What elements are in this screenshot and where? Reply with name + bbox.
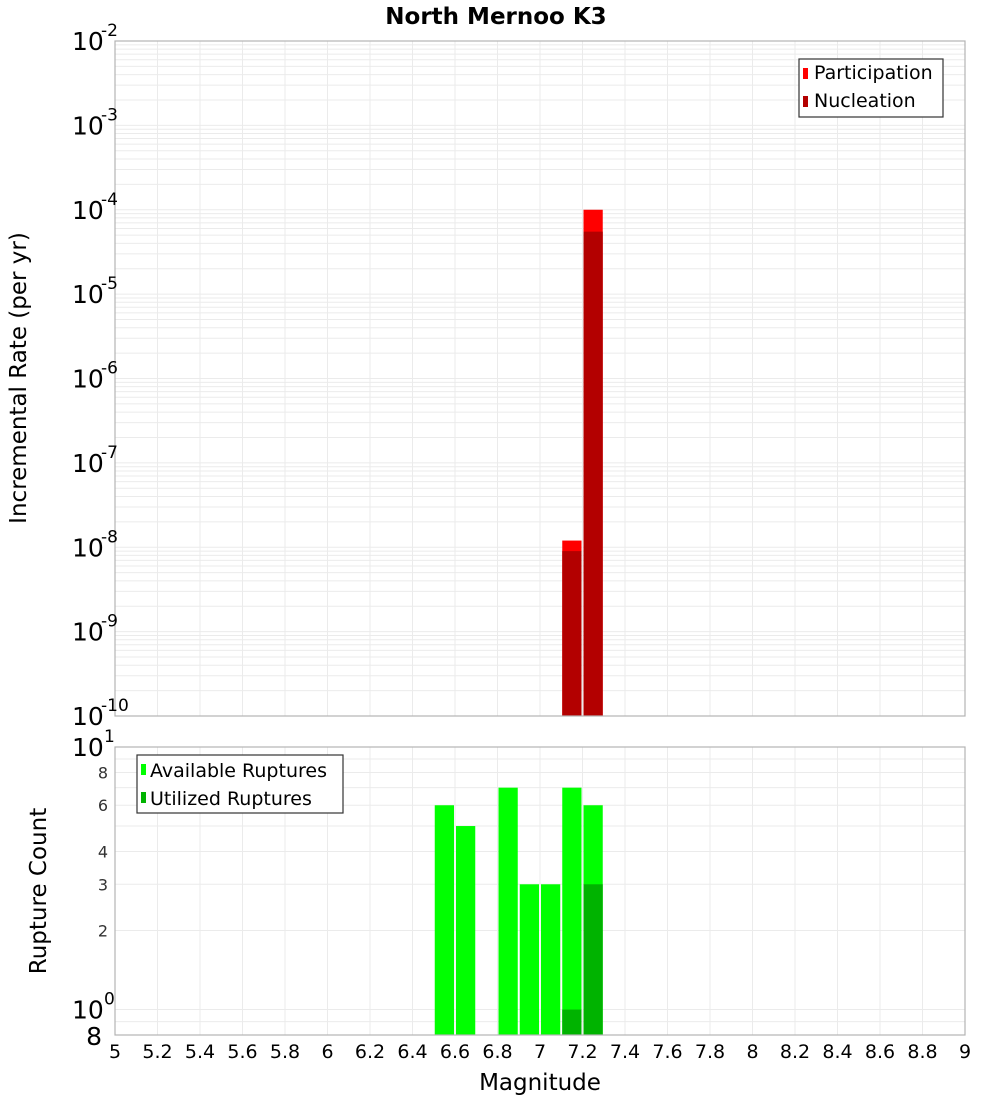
y-tick-label: 10-5: [72, 274, 118, 309]
svg-text:-4: -4: [101, 190, 118, 210]
x-tick-label: 6.6: [440, 1041, 470, 1063]
x-tick-label: 8.4: [822, 1041, 852, 1063]
x-tick-label: 5.4: [185, 1041, 215, 1063]
x-tick-label: 7.6: [652, 1041, 682, 1063]
x-tick-label: 5.8: [270, 1041, 300, 1063]
svg-text:10: 10: [72, 618, 104, 647]
y-tick-label: 10-6: [72, 359, 118, 394]
x-tick-label: 8.8: [907, 1041, 937, 1063]
top-plot-grid: [114, 41, 966, 717]
y-tick-label: 10-10: [72, 696, 129, 731]
y-tick-label: 10 0: [72, 990, 115, 1025]
svg-text:1: 1: [104, 727, 115, 747]
svg-text:-3: -3: [101, 105, 118, 125]
x-tick-label: 7.8: [695, 1041, 725, 1063]
x-tick-label: 7.2: [567, 1041, 597, 1063]
svg-text:10: 10: [72, 702, 104, 731]
available-swatch-icon: [141, 764, 146, 775]
legend-participation: Participation: [814, 62, 933, 84]
legend-utilized: Utilized Ruptures: [150, 788, 312, 810]
svg-text:10: 10: [72, 280, 104, 309]
available-bar: [456, 826, 476, 1035]
x-tick-label: 7.4: [610, 1041, 640, 1063]
available-bar: [562, 787, 582, 1035]
x-axis-label: Magnitude: [479, 1070, 601, 1096]
svg-text:0: 0: [104, 990, 115, 1010]
bottom-plot-frame: [114, 746, 966, 1036]
x-tick-label: 7: [534, 1041, 546, 1063]
top-plot-bars: [562, 209, 603, 716]
available-bar: [498, 787, 518, 1035]
bottom-plot-y-label: Rupture Count: [26, 808, 52, 974]
x-tick-label: 6.2: [355, 1041, 385, 1063]
svg-text:-9: -9: [101, 612, 118, 632]
svg-text:10: 10: [72, 996, 104, 1025]
svg-text:-2: -2: [101, 21, 118, 41]
y-tick-label: 4: [98, 842, 108, 861]
chart-title: North Mernoo K3: [385, 4, 606, 30]
x-tick-label: 6.4: [397, 1041, 427, 1063]
x-tick-label: 5: [109, 1041, 121, 1063]
svg-text:-6: -6: [101, 359, 118, 379]
y-tick-label: 10-2: [72, 21, 118, 56]
top-plot-y-label: Incremental Rate (per yr): [6, 232, 32, 524]
available-bar: [541, 884, 561, 1035]
svg-text:10: 10: [72, 196, 104, 225]
svg-text:-5: -5: [101, 274, 118, 294]
nucleation-bar: [583, 231, 603, 716]
legend-available: Available Ruptures: [150, 760, 327, 782]
svg-text:-8: -8: [101, 527, 118, 547]
x-tick-label: 5.6: [227, 1041, 257, 1063]
y-tick-label: 10-9: [72, 612, 118, 647]
bottom-legend-box: [136, 754, 344, 814]
y-tick-label: 2: [98, 922, 108, 941]
utilized-bar: [562, 1009, 582, 1035]
svg-text:10: 10: [72, 533, 104, 562]
top-legend-box: [798, 58, 944, 118]
bottom-plot-bars: [434, 787, 603, 1035]
x-tick-label: 6: [321, 1041, 333, 1063]
x-axis-ticks: 5 5.2 5.4 5.6 5.8 6 6.2 6.4 6.6 6.8 7 7.2 7.4 7.6 7.8 8…: [109, 1041, 971, 1063]
top-plot-y-ticks: 10-210-310-410-510-610-710-810-910-10: [72, 21, 129, 731]
svg-text:10: 10: [72, 733, 104, 762]
participation-swatch-icon: [803, 68, 808, 79]
y-tick-label: 8: [98, 763, 108, 782]
y-tick-label: 10-3: [72, 105, 118, 140]
y-tick-label: 10-7: [72, 443, 118, 478]
x-tick-label: 8.2: [780, 1041, 810, 1063]
legend-nucleation: Nucleation: [814, 90, 916, 112]
utilized-swatch-icon: [141, 792, 146, 803]
x-tick-label: 5.2: [142, 1041, 172, 1063]
svg-text:-10: -10: [101, 696, 129, 716]
bottom-legend: Available Ruptures Utilized Ruptures: [136, 754, 344, 814]
svg-text:10: 10: [72, 111, 104, 140]
nucleation-swatch-icon: [803, 96, 808, 107]
available-bar: [519, 884, 539, 1035]
top-plot-frame: [114, 40, 966, 717]
y-tick-label: 10-8: [72, 527, 118, 562]
x-tick-label: 9: [959, 1041, 971, 1063]
y-tick-label: 10 1: [72, 727, 115, 762]
x-tick-label: 8.6: [865, 1041, 895, 1063]
x-tick-label: 6.8: [482, 1041, 512, 1063]
y-tick-label: 10-4: [72, 190, 118, 225]
utilized-bar: [583, 884, 603, 1035]
available-bar: [434, 805, 454, 1035]
y-tick-label: 6: [98, 796, 108, 815]
y-tick-label: 8: [86, 1022, 102, 1051]
top-legend: Participation Nucleation: [798, 58, 944, 118]
svg-text:10: 10: [72, 449, 104, 478]
svg-text:10: 10: [72, 27, 104, 56]
nucleation-bar: [562, 551, 582, 716]
svg-text:10: 10: [72, 365, 104, 394]
svg-text:-7: -7: [101, 443, 118, 463]
y-tick-label: 3: [98, 875, 108, 894]
x-tick-label: 8: [746, 1041, 758, 1063]
